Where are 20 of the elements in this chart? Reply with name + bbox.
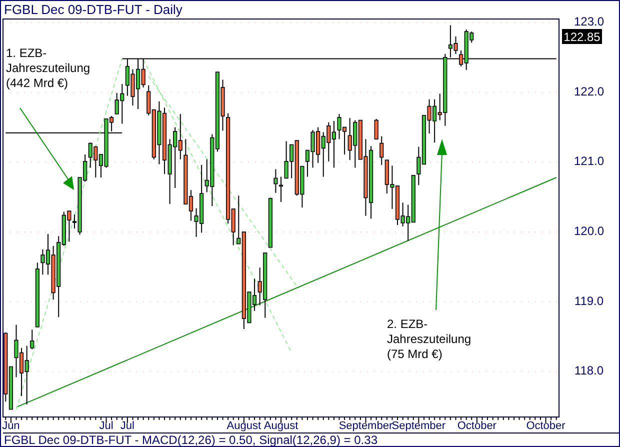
y-tick-label: 121.0 bbox=[574, 154, 604, 168]
x-tick-label: September bbox=[338, 420, 393, 432]
y-tick-label: 123.0 bbox=[574, 14, 604, 28]
x-tick-label: October bbox=[457, 420, 497, 432]
y-tick-label: 122.0 bbox=[574, 84, 604, 98]
x-tick-label: September bbox=[392, 420, 446, 432]
y-tick-label: 120.0 bbox=[574, 224, 604, 238]
y-tick-label: 118.0 bbox=[574, 364, 604, 378]
annotation: 1. EZB- Jahreszuteilung (442 Mrd €) bbox=[6, 46, 90, 90]
text: 122.85 bbox=[564, 30, 601, 44]
x-tick-label: Jul bbox=[99, 420, 114, 432]
x-tick-label: Jul bbox=[120, 420, 134, 432]
x-tick-label: August bbox=[226, 420, 262, 432]
annotation: 2. EZB- Jahreszuteilung (75 Mrd €) bbox=[387, 317, 472, 361]
x-tick-label: August bbox=[264, 420, 298, 432]
x-tick-label: October bbox=[526, 420, 566, 432]
text: FGBL Dec 09-DTB-FUT - MACD(12,26) = 0.50, Signal(12,26,9) = 0.33 bbox=[4, 433, 378, 447]
x-tick-label: Jun bbox=[2, 420, 20, 432]
y-tick-label: 119.0 bbox=[574, 294, 604, 308]
chart-title: FGBL Dec 09-DTB-FUT - Daily bbox=[4, 2, 183, 17]
